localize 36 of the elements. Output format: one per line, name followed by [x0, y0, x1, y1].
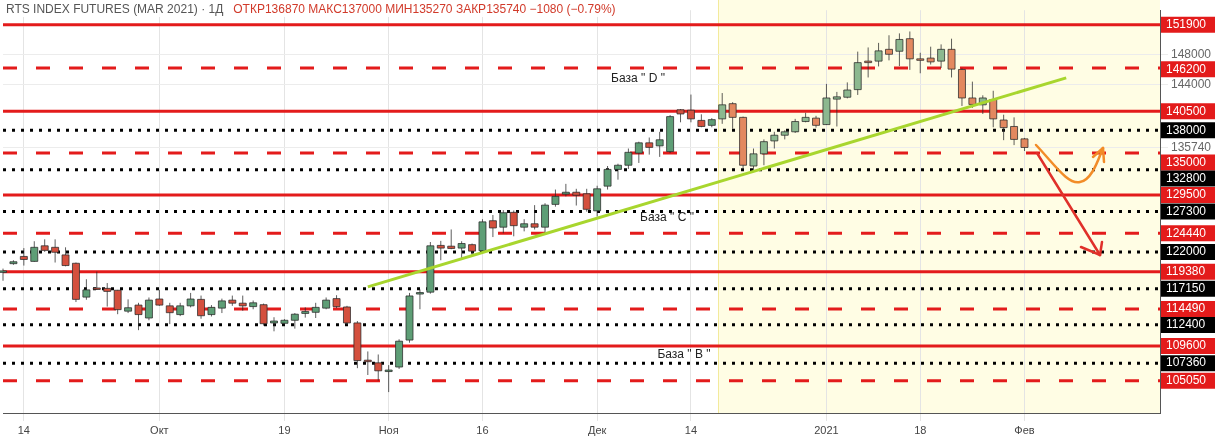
x-tick-label: 14 [17, 423, 30, 436]
ref-line-label: 127300 [1166, 203, 1207, 218]
x-tick-label: Окт [150, 423, 169, 436]
y-tick-label: 135740 [1171, 139, 1212, 154]
y-tick-label: 144000 [1171, 76, 1212, 91]
x-tick-label: Фев [1014, 423, 1035, 436]
ref-line-label: 140500 [1166, 103, 1207, 118]
annotation: База " D " [611, 71, 665, 86]
ref-line-label: 119380 [1166, 264, 1206, 279]
x-tick-label: 14 [684, 423, 698, 436]
ref-line-label: 112400 [1166, 317, 1206, 332]
chart-subtitle: ОТКР136870 МАКС137000 МИН135270 ЗАКР135740 −1080 (−0.79%) [233, 2, 616, 16]
annotation: База " B " [657, 347, 711, 362]
annotation: База " C " [640, 210, 694, 225]
ref-line-label: 122000 [1166, 244, 1207, 259]
ref-line-label: 146200 [1166, 61, 1207, 76]
x-tick-label: 16 [476, 423, 489, 436]
ref-line-label: 117150 [1166, 281, 1206, 296]
ref-line-label: 129500 [1166, 187, 1207, 202]
ref-line-label: 132800 [1166, 170, 1207, 185]
ref-line-label: 114490 [1166, 301, 1206, 316]
candlestick [0, 268, 7, 282]
ref-line-label: 107360 [1166, 355, 1207, 370]
ref-line-label: 109600 [1166, 338, 1207, 353]
ref-line-label: 151900 [1166, 16, 1207, 31]
ref-line-label: 124440 [1166, 225, 1207, 240]
chart-title: RTS INDEX FUTURES (MAR 2021) · 1Д [6, 2, 224, 16]
x-tick-label: Ноя [378, 423, 399, 436]
x-tick-label: 19 [278, 423, 291, 436]
ref-line-label: 138000 [1166, 122, 1207, 137]
x-tick-label: 18 [914, 423, 927, 436]
ref-line-label: 105050 [1166, 373, 1207, 388]
y-tick-label: 148000 [1171, 46, 1212, 61]
ref-line-label: 135000 [1166, 154, 1207, 169]
x-tick-label: Дек [587, 423, 607, 436]
x-tick-label: 2021 [814, 423, 839, 436]
